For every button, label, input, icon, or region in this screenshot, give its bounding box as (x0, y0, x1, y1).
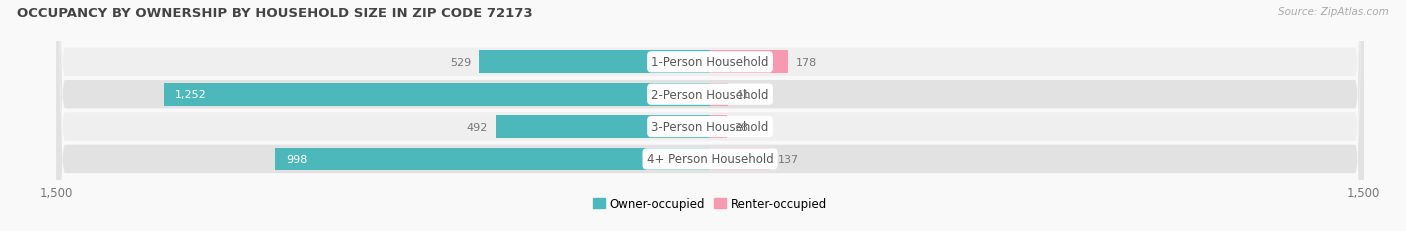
Bar (165, 83, 710, 106)
Text: 41: 41 (735, 90, 749, 100)
Bar (710, 148, 769, 170)
Text: 492: 492 (467, 122, 488, 132)
Bar (276, 148, 710, 170)
Legend: Owner-occupied, Renter-occupied: Owner-occupied, Renter-occupied (593, 197, 827, 210)
Text: 2-Person Household: 2-Person Household (651, 88, 769, 101)
Text: 3-Person Household: 3-Person Household (651, 121, 769, 134)
Text: 1-Person Household: 1-Person Household (651, 56, 769, 69)
Text: 998: 998 (285, 154, 308, 164)
FancyBboxPatch shape (56, 0, 1364, 231)
Text: 178: 178 (796, 58, 817, 67)
Text: 4+ Person Household: 4+ Person Household (647, 153, 773, 166)
Bar (495, 116, 710, 138)
FancyBboxPatch shape (56, 0, 1364, 231)
Text: 1,252: 1,252 (176, 90, 207, 100)
Bar (479, 51, 710, 74)
Bar (710, 116, 727, 138)
Text: OCCUPANCY BY OWNERSHIP BY HOUSEHOLD SIZE IN ZIP CODE 72173: OCCUPANCY BY OWNERSHIP BY HOUSEHOLD SIZE… (17, 7, 533, 20)
Text: 529: 529 (450, 58, 471, 67)
Text: 137: 137 (778, 154, 799, 164)
Text: 38: 38 (734, 122, 748, 132)
FancyBboxPatch shape (56, 0, 1364, 231)
FancyBboxPatch shape (56, 0, 1364, 231)
Bar (710, 51, 787, 74)
Text: Source: ZipAtlas.com: Source: ZipAtlas.com (1278, 7, 1389, 17)
Bar (710, 83, 728, 106)
